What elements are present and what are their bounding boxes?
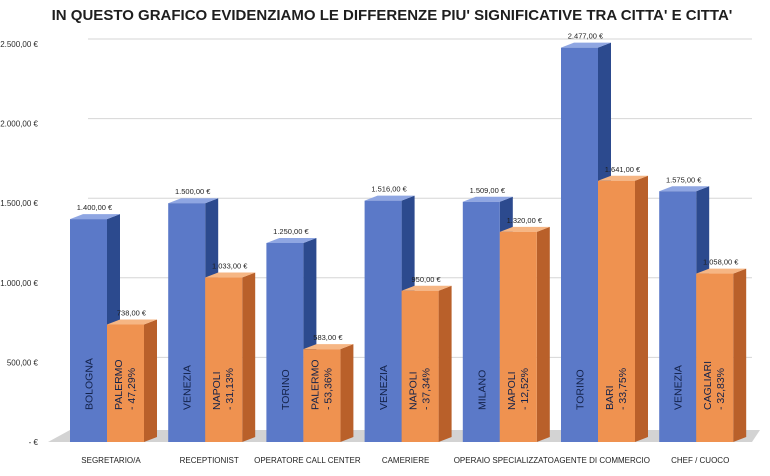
y-tick-label: - € — [29, 438, 39, 447]
bar-orange-side — [733, 268, 747, 442]
y-tick-label: 500,00 € — [7, 358, 39, 367]
bar-city-label: VENEZIA — [673, 365, 685, 410]
bar-blue-top — [462, 196, 513, 202]
bar-diff-label: - 47,29% — [126, 368, 138, 410]
bar-orange-side — [144, 319, 157, 442]
bar-city-label: NAPOLI — [506, 371, 518, 410]
data-label: 1.320,00 € — [507, 216, 543, 225]
bar-diff-label: - 33,75% — [617, 368, 629, 410]
bar-diff-label: - 53,36% — [322, 368, 334, 410]
bar-orange — [598, 175, 648, 442]
y-tick-label: 2.000,00 € — [0, 120, 38, 129]
bar-orange-top — [401, 285, 452, 291]
bar-city-label: PALERMO — [309, 359, 321, 410]
bar-diff-label: - 12,52% — [519, 368, 531, 410]
bar-orange — [696, 268, 747, 442]
bar-city-label: CAGLIARI — [702, 361, 714, 410]
bar-city-label: MILANO — [476, 370, 488, 410]
bar-orange-front — [598, 180, 635, 442]
bar-orange-front — [205, 277, 243, 442]
bar-orange-front — [499, 231, 537, 442]
bar-orange-front — [303, 349, 341, 442]
x-category-label: OPERAIO SPECIALIZZATO — [454, 456, 554, 465]
bar-orange-front — [401, 290, 439, 442]
bar-orange-side — [340, 344, 354, 442]
bar-city-label: BOLOGNA — [84, 358, 96, 410]
bar-blue-front — [364, 200, 402, 442]
bar-orange-top — [107, 319, 157, 325]
y-tick-label: 1.000,00 € — [0, 279, 38, 288]
bar-city-label: TORINO — [575, 369, 587, 410]
bar-orange — [499, 226, 550, 442]
data-label: 1.516,00 € — [371, 185, 407, 194]
bar-orange — [107, 319, 157, 442]
bar-blue-front — [561, 47, 598, 443]
y-tick-label: 1.500,00 € — [0, 199, 38, 208]
bar-orange-top — [598, 175, 648, 181]
data-label: 1.400,00 € — [77, 203, 113, 212]
x-category-label: CAMERIERE — [382, 456, 430, 465]
bar-city-label: PALERMO — [113, 359, 125, 410]
bar-blue-top — [70, 214, 120, 220]
y-axis: - € 500,00 € 1.000,00 € 1.500,00 € 2.000,00 … — [0, 40, 38, 447]
bar-city-label: TORINO — [280, 369, 292, 410]
bar-blue-top — [659, 186, 710, 192]
data-label: 1.509,00 € — [470, 186, 506, 195]
bar-orange — [205, 272, 256, 442]
data-label: 1.033,00 € — [212, 262, 248, 271]
bar-orange-side — [438, 285, 452, 442]
data-label: 2.477,00 € — [568, 32, 604, 41]
bar-blue-top — [561, 42, 611, 48]
bar-blue-front — [462, 201, 500, 442]
bar-blue — [168, 198, 219, 442]
data-label: 1.575,00 € — [666, 175, 702, 184]
x-category-label: RECEPTIONIST — [180, 456, 239, 465]
data-label: 950,00 € — [411, 275, 441, 284]
bar-blue-top — [266, 238, 317, 243]
chart-title: IN QUESTO GRAFICO EVIDENZIAMO LE DIFFERE… — [52, 7, 733, 24]
bar-orange — [401, 285, 452, 442]
bar-orange-side — [242, 272, 256, 442]
bar-blue-top — [364, 195, 415, 201]
x-category-label: AGENTE DI COMMERCIO — [554, 456, 650, 465]
bar-orange-side — [635, 175, 648, 442]
bar-orange-top — [205, 272, 256, 278]
x-category-label: SEGRETARIO/A — [81, 456, 141, 465]
bar-diff-label: - 32,83% — [715, 368, 727, 410]
bar-blue-front — [168, 203, 206, 442]
data-label: 1.058,00 € — [703, 258, 739, 267]
x-category-label: CHEF / CUOCO — [671, 456, 729, 465]
bar-orange-front — [107, 324, 144, 442]
data-label: 1.500,00 € — [175, 187, 211, 196]
bar-blue-front — [266, 243, 304, 442]
data-label: 738,00 € — [117, 309, 147, 318]
bars: 1.400,00 €738,00 €BOLOGNA PALERMO - 47,29%… — [70, 32, 747, 443]
bar-city-label: VENEZIA — [182, 365, 194, 410]
data-label: 1.641,00 € — [605, 165, 641, 174]
bar-city-label: VENEZIA — [378, 365, 390, 410]
bar-orange-top — [499, 226, 550, 232]
x-axis: SEGRETARIO/A RECEPTIONIST OPERATORE CALL C… — [81, 456, 729, 465]
y-tick-label: 2.500,00 € — [0, 40, 38, 49]
bar-diff-label: - 37,34% — [421, 368, 433, 410]
bar-blue-top — [168, 198, 219, 204]
bar-blue-front — [659, 191, 697, 442]
bar-blue-front — [70, 219, 107, 442]
x-category-label: OPERATORE CALL CENTER — [254, 456, 361, 465]
bar-orange — [303, 344, 354, 442]
bar-orange-side — [536, 226, 550, 442]
bar-city-label: BARI — [604, 385, 616, 410]
bar-blue — [70, 214, 120, 442]
bar-diff-label: - 31,13% — [224, 368, 236, 410]
bar-orange-front — [696, 273, 734, 442]
data-label: 1.250,00 € — [273, 227, 309, 236]
bar-orange-top — [696, 268, 747, 274]
bar-city-label: NAPOLI — [211, 371, 223, 410]
bar-city-label: NAPOLI — [408, 371, 420, 410]
bar-orange-top — [303, 344, 354, 350]
data-label: 583,00 € — [313, 333, 343, 342]
